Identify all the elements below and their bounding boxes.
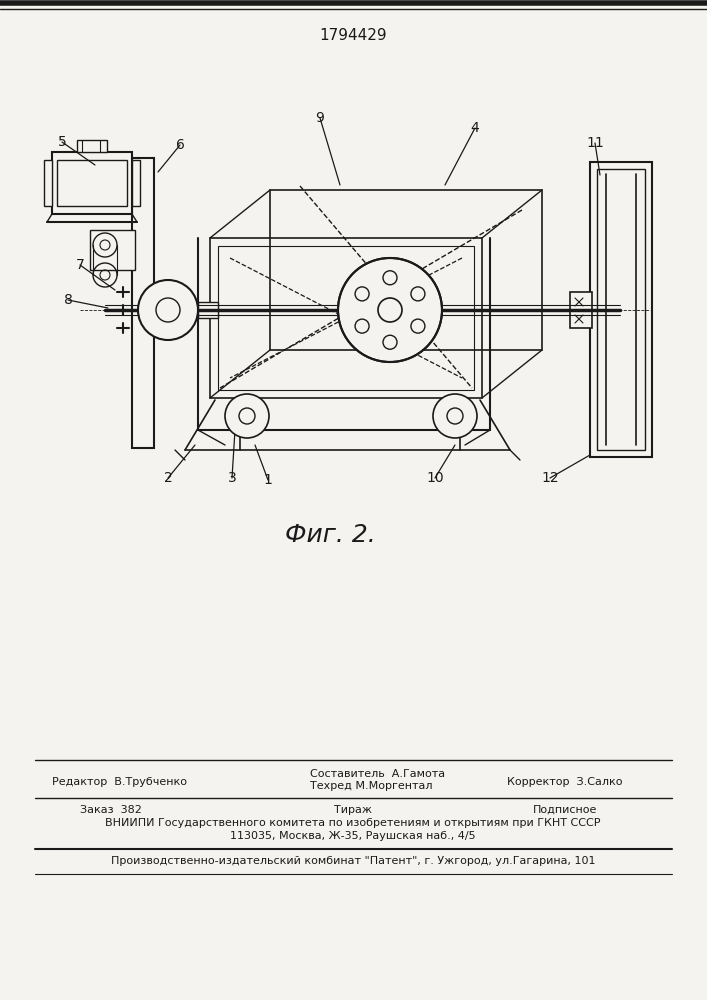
Text: 11: 11 bbox=[586, 136, 604, 150]
Text: 12: 12 bbox=[541, 471, 559, 485]
Bar bbox=[210, 238, 482, 398]
Bar bbox=[218, 246, 474, 390]
Circle shape bbox=[411, 319, 425, 333]
Text: 4: 4 bbox=[471, 121, 479, 135]
Bar bbox=[77, 140, 107, 152]
Circle shape bbox=[355, 319, 369, 333]
Text: Производственно-издательский комбинат "Патент", г. Ужгород, ул.Гагарина, 101: Производственно-издательский комбинат "П… bbox=[111, 856, 595, 866]
Text: Заказ  382: Заказ 382 bbox=[80, 805, 142, 815]
Circle shape bbox=[338, 258, 442, 362]
Text: 2: 2 bbox=[163, 471, 173, 485]
Circle shape bbox=[383, 335, 397, 349]
Bar bbox=[132, 160, 140, 206]
Bar bbox=[57, 160, 127, 206]
Circle shape bbox=[138, 280, 198, 340]
Text: Техред М.Моргентал: Техред М.Моргентал bbox=[310, 781, 433, 791]
Text: 1: 1 bbox=[264, 473, 272, 487]
Bar bbox=[52, 152, 132, 214]
Circle shape bbox=[433, 394, 477, 438]
Text: 10: 10 bbox=[426, 471, 444, 485]
Bar bbox=[198, 302, 218, 318]
Bar bbox=[132, 158, 154, 448]
Text: 3: 3 bbox=[228, 471, 236, 485]
Text: 5: 5 bbox=[58, 135, 66, 149]
Circle shape bbox=[355, 287, 369, 301]
Text: 9: 9 bbox=[315, 111, 325, 125]
Circle shape bbox=[411, 287, 425, 301]
Text: 1794429: 1794429 bbox=[319, 27, 387, 42]
Text: 113035, Москва, Ж-35, Раушская наб., 4/5: 113035, Москва, Ж-35, Раушская наб., 4/5 bbox=[230, 831, 476, 841]
Text: 6: 6 bbox=[175, 138, 185, 152]
Text: Редактор  В.Трубченко: Редактор В.Трубченко bbox=[52, 777, 187, 787]
Circle shape bbox=[383, 271, 397, 285]
Bar bbox=[590, 162, 652, 457]
Text: 7: 7 bbox=[76, 258, 84, 272]
Text: Составитель  А.Гамота: Составитель А.Гамота bbox=[310, 769, 445, 779]
Bar bbox=[597, 169, 645, 450]
Circle shape bbox=[225, 394, 269, 438]
Text: Корректор  З.Салко: Корректор З.Салко bbox=[507, 777, 623, 787]
Bar bbox=[270, 190, 542, 350]
Text: Фиг. 2.: Фиг. 2. bbox=[285, 523, 375, 547]
Bar bbox=[570, 292, 592, 328]
Text: Тираж: Тираж bbox=[334, 805, 372, 815]
Bar bbox=[44, 160, 52, 206]
Text: 8: 8 bbox=[64, 293, 72, 307]
Bar bbox=[90, 230, 135, 270]
Text: ВНИИПИ Государственного комитета по изобретениям и открытиям при ГКНТ СССР: ВНИИПИ Государственного комитета по изоб… bbox=[105, 818, 601, 828]
Text: Подписное: Подписное bbox=[533, 805, 597, 815]
